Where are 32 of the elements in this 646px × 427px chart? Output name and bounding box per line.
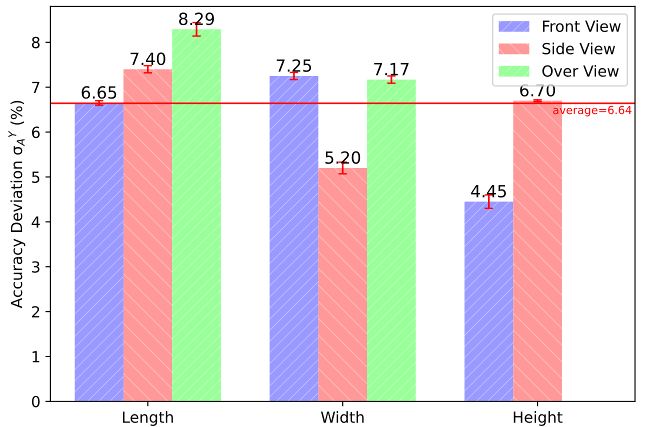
y-tick-label: 3 <box>32 261 40 273</box>
legend-label: Over View <box>542 65 619 77</box>
data-label: 7.17 <box>374 63 409 76</box>
bar <box>74 102 124 402</box>
x-tick-label: Length <box>122 411 173 426</box>
legend-label: Front View <box>543 20 621 32</box>
y-axis-title: Accuracy Deviation σ$_{A}$$^{Y}$ (%) <box>8 100 26 308</box>
x-tick-label: Height <box>514 411 562 426</box>
data-label: 6.70 <box>520 84 556 97</box>
y-tick-label: 7 <box>32 82 40 93</box>
y-tick-label: 6 <box>32 126 40 138</box>
bar <box>318 168 368 402</box>
y-tick-label: 8 <box>32 36 40 48</box>
bar <box>270 76 318 402</box>
data-label: 7.25 <box>276 59 312 72</box>
x-tick-label: Width <box>321 411 364 423</box>
ref-line-label: average=6.64 <box>553 106 632 116</box>
bar <box>464 202 514 402</box>
data-label: 5.20 <box>325 151 360 164</box>
bar <box>123 69 172 402</box>
y-tick-label: 0 <box>32 396 40 408</box>
y-tick-label: 4 <box>32 216 40 228</box>
data-label: 8.29 <box>179 12 214 26</box>
y-tick-label: 2 <box>32 306 40 318</box>
bar <box>172 29 221 402</box>
data-label: 4.45 <box>471 185 506 198</box>
legend-label: Side View <box>542 42 616 54</box>
y-tick-label: 5 <box>32 172 40 183</box>
data-label: 6.65 <box>82 86 116 99</box>
bar <box>367 80 416 402</box>
data-label: 7.40 <box>130 52 166 66</box>
y-tick-label: 1 <box>32 351 40 362</box>
